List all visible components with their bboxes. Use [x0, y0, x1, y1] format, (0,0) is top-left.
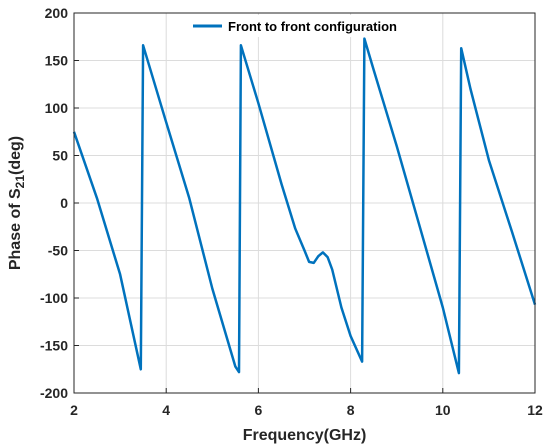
- x-tick-label: 10: [435, 402, 451, 418]
- x-tick-label: 4: [162, 402, 170, 418]
- legend-box: [186, 15, 414, 37]
- y-tick-label: -150: [40, 338, 68, 354]
- x-axis-title: Frequency(GHz): [243, 427, 367, 444]
- y-axis-title: Phase of S21(deg): [7, 136, 27, 270]
- y-axis-title-prefix: Phase of S: [7, 188, 24, 270]
- y-tick-label: -200: [40, 385, 68, 401]
- x-tick-label: 8: [347, 402, 355, 418]
- legend-label: Front to front configuration: [228, 19, 397, 34]
- y-axis-title-sub: 21: [13, 175, 27, 189]
- series-layer: [72, 37, 537, 375]
- y-tick-label: -50: [48, 243, 68, 259]
- x-tick-label: 6: [255, 402, 263, 418]
- y-tick-label: 150: [45, 53, 69, 69]
- y-tick-label: 0: [60, 195, 68, 211]
- x-tick-label: 2: [70, 402, 78, 418]
- y-tick-label: -100: [40, 290, 68, 306]
- legend: Front to front configuration: [186, 15, 414, 37]
- tick-layer: 2 4 6 8 10 12 -200 -150 -100 -50 0 50 100 150 200: [40, 5, 543, 418]
- series-line-0: [72, 37, 537, 375]
- x-tick-label: 12: [527, 402, 543, 418]
- y-tick-label: 100: [45, 100, 69, 116]
- y-axis-title-suffix: (deg): [7, 136, 24, 175]
- y-tick-label: 200: [45, 5, 69, 21]
- y-tick-label: 50: [52, 148, 68, 164]
